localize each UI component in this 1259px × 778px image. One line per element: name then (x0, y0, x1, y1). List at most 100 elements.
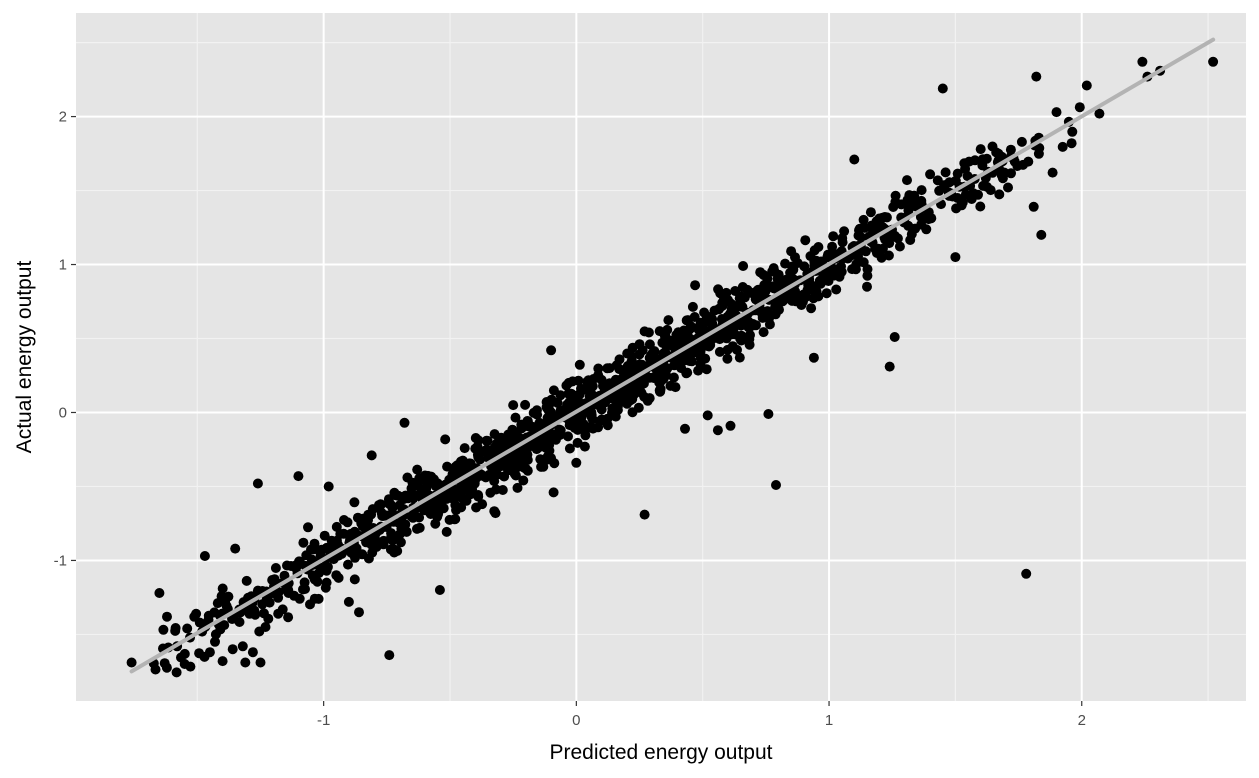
data-point (204, 647, 215, 658)
data-point (518, 475, 529, 486)
data-point (808, 352, 819, 363)
data-point (915, 212, 926, 222)
data-point (469, 476, 480, 487)
data-point (126, 657, 137, 668)
data-point (925, 169, 936, 180)
data-point (349, 574, 360, 585)
data-point (702, 410, 713, 421)
data-point (179, 659, 190, 669)
data-point (573, 390, 584, 401)
data-point (621, 363, 632, 373)
data-point (413, 476, 424, 487)
data-point (548, 385, 559, 396)
data-point (1094, 108, 1105, 119)
data-point (217, 656, 228, 667)
data-point (367, 547, 378, 558)
data-point (902, 198, 913, 209)
data-point (220, 596, 231, 607)
data-point (584, 422, 595, 433)
y-axis-title: Actual energy output (13, 261, 36, 454)
data-point (806, 303, 817, 314)
x-tick-labels: -1 0 1 2 (317, 712, 1086, 729)
data-point (745, 330, 755, 340)
data-point (671, 329, 682, 340)
data-point (402, 472, 413, 483)
x-tick-label: 0 (572, 712, 580, 729)
data-point (260, 622, 271, 632)
data-point (194, 617, 205, 628)
data-point (767, 266, 778, 277)
data-point (237, 641, 248, 652)
y-tick-labels: -1 0 1 2 (54, 109, 67, 570)
data-point (762, 306, 773, 317)
data-point (576, 413, 587, 423)
data-point (1066, 138, 1077, 149)
data-point (230, 543, 241, 554)
data-point (535, 454, 546, 465)
data-point (472, 443, 483, 454)
data-point (282, 560, 292, 571)
data-point (434, 585, 445, 595)
data-point (722, 353, 733, 364)
data-point (429, 500, 440, 510)
data-point (621, 390, 632, 401)
data-point (199, 551, 210, 561)
data-point (701, 310, 712, 321)
data-point (401, 526, 412, 537)
data-point (831, 284, 842, 295)
data-point (690, 280, 701, 291)
data-point (950, 252, 961, 263)
data-point (926, 213, 937, 224)
data-point (758, 327, 769, 338)
data-point (993, 148, 1004, 159)
data-point (475, 469, 486, 480)
data-point (800, 235, 811, 246)
data-point (573, 375, 584, 386)
data-point (217, 583, 228, 594)
data-point (294, 556, 305, 567)
data-point (306, 554, 317, 565)
data-point (638, 378, 649, 389)
data-point (999, 167, 1010, 178)
data-point (270, 563, 281, 573)
data-point (602, 363, 613, 374)
y-tick-label: 0 (59, 404, 67, 421)
data-point (805, 251, 816, 262)
data-point (982, 181, 992, 192)
data-point (1067, 126, 1078, 137)
data-point (489, 476, 500, 487)
data-point (680, 423, 690, 434)
data-point (937, 83, 948, 94)
data-point (549, 458, 560, 469)
data-point (384, 650, 395, 661)
data-point (563, 377, 574, 388)
data-point (595, 416, 605, 427)
data-point (858, 214, 869, 225)
data-point (354, 607, 364, 618)
data-point (194, 648, 205, 659)
data-point (298, 584, 308, 595)
data-point (389, 544, 400, 555)
data-point (335, 529, 346, 539)
data-point (828, 231, 839, 242)
data-point (1047, 167, 1058, 178)
data-point (796, 300, 807, 310)
data-point (689, 347, 700, 358)
data-point (639, 509, 650, 520)
data-point (319, 530, 330, 541)
data-point (442, 461, 453, 472)
data-point (975, 144, 986, 155)
data-point (977, 160, 988, 171)
x-tick-label: 1 (825, 712, 833, 729)
data-point (507, 424, 518, 435)
data-point (544, 445, 555, 456)
data-point (663, 315, 674, 326)
data-point (546, 345, 557, 356)
data-point (366, 450, 377, 461)
data-point (349, 497, 360, 508)
data-point (1074, 102, 1085, 113)
data-point (394, 518, 405, 529)
data-point (240, 657, 251, 668)
data-point (491, 461, 502, 472)
data-point (743, 322, 754, 333)
